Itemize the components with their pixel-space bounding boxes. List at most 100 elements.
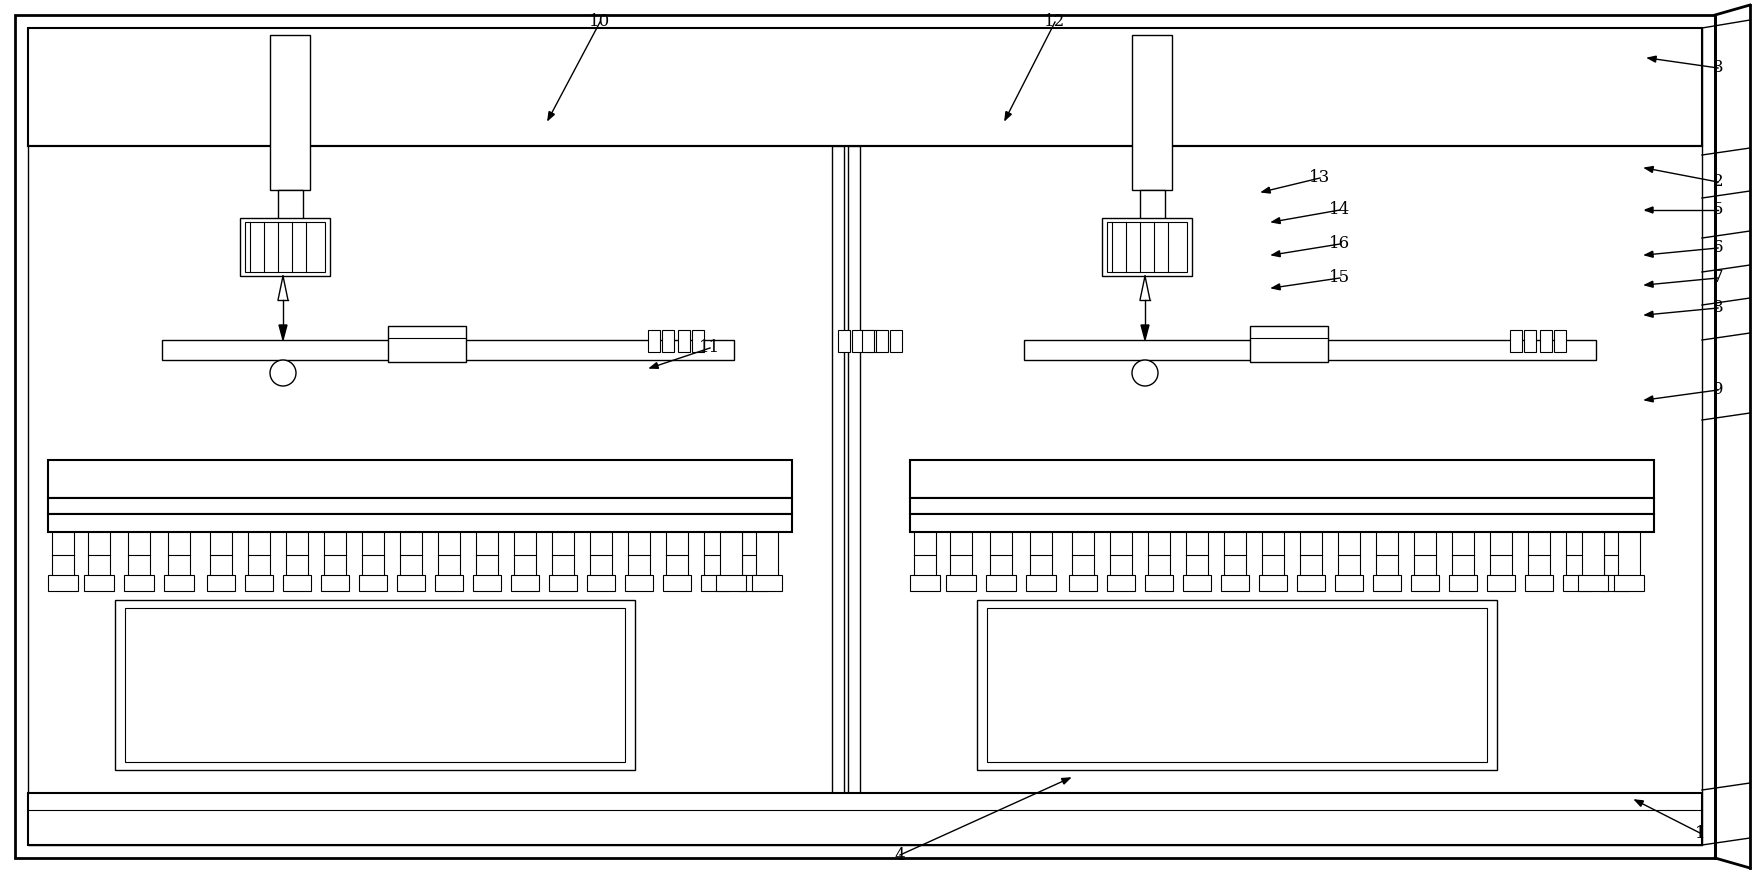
Bar (240, 218, 330, 276)
Bar (1031, 532, 1052, 577)
Bar (1553, 330, 1565, 352)
Bar (207, 575, 235, 591)
Bar (1106, 575, 1134, 591)
Text: 7: 7 (1713, 270, 1723, 286)
Text: 2: 2 (1713, 174, 1723, 190)
Bar (282, 575, 310, 591)
Bar (387, 326, 466, 362)
Bar (210, 532, 231, 577)
Bar (1525, 575, 1553, 591)
Bar (396, 575, 424, 591)
Bar (1581, 532, 1604, 577)
Polygon shape (1141, 325, 1148, 340)
Bar (1539, 330, 1551, 352)
Bar (663, 575, 691, 591)
Polygon shape (1004, 112, 1011, 120)
Bar (1411, 575, 1439, 591)
Bar (628, 532, 650, 577)
Bar (1297, 575, 1325, 591)
Bar (663, 330, 673, 352)
Bar (88, 532, 110, 577)
Text: 8: 8 (1713, 299, 1723, 317)
Bar (128, 532, 151, 577)
Bar (987, 608, 1487, 762)
Text: 1: 1 (1695, 824, 1706, 842)
Bar (720, 532, 742, 577)
Bar (910, 460, 1655, 498)
Bar (84, 575, 114, 591)
Bar (47, 514, 792, 532)
Bar (161, 340, 735, 360)
Bar (913, 532, 936, 577)
Bar (705, 532, 726, 577)
Bar (1139, 190, 1166, 220)
Bar (270, 35, 310, 190)
Bar (1026, 575, 1055, 591)
Bar (1451, 532, 1474, 577)
Bar (1145, 575, 1173, 591)
Bar (1564, 575, 1592, 591)
Polygon shape (279, 325, 287, 340)
Bar (1336, 575, 1364, 591)
Bar (47, 498, 792, 514)
Bar (1222, 575, 1248, 591)
Bar (862, 330, 875, 352)
Bar (876, 330, 889, 352)
Text: 14: 14 (1329, 202, 1350, 218)
Bar (1148, 532, 1169, 577)
Bar (947, 575, 976, 591)
Bar (587, 575, 615, 591)
Bar (1490, 532, 1513, 577)
Bar (165, 575, 195, 591)
Text: 3: 3 (1713, 59, 1723, 77)
Circle shape (270, 360, 296, 386)
Polygon shape (1644, 251, 1653, 258)
Bar (1262, 532, 1283, 577)
Bar (1615, 575, 1644, 591)
Polygon shape (1644, 281, 1653, 287)
Bar (692, 330, 705, 352)
Bar (1187, 532, 1208, 577)
Bar (985, 575, 1017, 591)
Bar (512, 575, 538, 591)
Polygon shape (1273, 251, 1280, 257)
Bar (1618, 532, 1641, 577)
Bar (1604, 532, 1627, 577)
Bar (28, 28, 1702, 146)
Bar (435, 575, 463, 591)
Text: 10: 10 (589, 13, 610, 31)
Bar (324, 532, 345, 577)
Bar (279, 190, 303, 220)
Polygon shape (1644, 312, 1653, 317)
Bar (321, 575, 349, 591)
Bar (838, 330, 850, 352)
Bar (1073, 532, 1094, 577)
Polygon shape (1273, 284, 1280, 290)
Polygon shape (549, 112, 554, 120)
Bar (47, 460, 792, 498)
Bar (701, 575, 729, 591)
Bar (1069, 575, 1097, 591)
Bar (866, 330, 878, 352)
Bar (47, 575, 77, 591)
Bar (363, 532, 384, 577)
Bar (1529, 532, 1550, 577)
Bar (400, 532, 422, 577)
Bar (438, 532, 459, 577)
Bar (1509, 330, 1522, 352)
Bar (1415, 532, 1436, 577)
Bar (1183, 575, 1211, 591)
Bar (626, 575, 654, 591)
Bar (752, 575, 782, 591)
Bar (1103, 218, 1192, 276)
Bar (1565, 532, 1588, 577)
Bar (852, 330, 864, 352)
Bar (976, 600, 1497, 770)
Bar (168, 532, 189, 577)
Text: 6: 6 (1713, 239, 1723, 257)
Bar (245, 575, 273, 591)
Bar (742, 532, 764, 577)
Bar (1373, 575, 1401, 591)
Text: 9: 9 (1713, 382, 1723, 398)
Bar (1224, 532, 1246, 577)
